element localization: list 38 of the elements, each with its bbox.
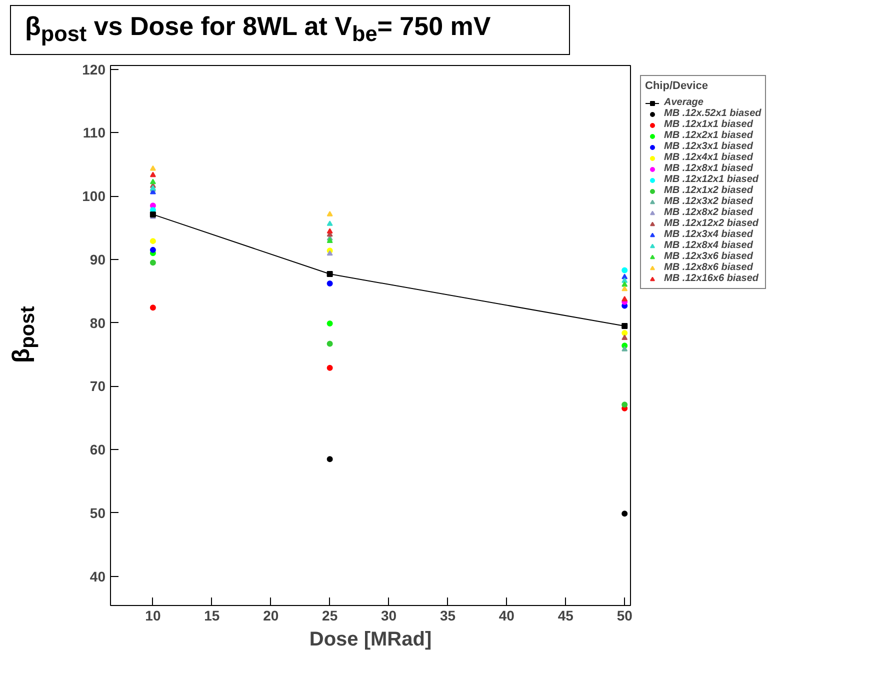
x-tick-label: 20 xyxy=(263,608,279,624)
legend-label: MB .12x1x2 biased xyxy=(664,185,753,196)
y-tick-label: 40 xyxy=(90,568,106,584)
x-tick-label: 45 xyxy=(558,608,574,624)
x-tick-label: 10 xyxy=(145,608,161,624)
legend-label: Average xyxy=(664,97,704,108)
y-tick-label: 50 xyxy=(90,504,106,521)
y-tick-label: 90 xyxy=(90,251,106,268)
legend-label: MB .12x12x2 biased xyxy=(664,218,758,229)
legend-label: MB .12x3x1 biased xyxy=(664,141,753,152)
y-tick-label: 80 xyxy=(90,314,106,331)
y-tick-label: 70 xyxy=(90,378,106,394)
x-tick-label: 25 xyxy=(322,608,338,624)
y-tick-label: 60 xyxy=(90,442,106,458)
x-axis-title: Dose [MRad] xyxy=(309,628,432,650)
y-tick-label: 110 xyxy=(82,124,106,141)
legend-label: MB .12x1x1 biased xyxy=(664,119,753,130)
legend-label: MB .12x3x4 biased xyxy=(664,229,753,240)
x-tick-label: 15 xyxy=(204,608,220,624)
x-tick-label: 40 xyxy=(498,608,515,624)
legend-label: MB .12x3x6 biased xyxy=(664,251,753,262)
x-tick-label: 35 xyxy=(440,608,456,624)
legend-label: MB .12x4x1 biased xyxy=(664,152,753,163)
legend-label: MB .12x2x1 biased xyxy=(664,130,753,141)
legend-title: Chip/Device xyxy=(645,80,709,92)
y-tick-label: 120 xyxy=(82,61,106,78)
legend-label: MB .12x8x1 biased xyxy=(664,163,753,174)
legend-label: MB .12x12x1 biased xyxy=(664,174,758,185)
y-tick-label: 100 xyxy=(82,188,106,204)
legend-label: MB .12x.52x1 biased xyxy=(664,108,762,119)
legend-label: MB .12x8x4 biased xyxy=(664,240,753,251)
legend-label: MB .12x8x2 biased xyxy=(664,207,753,218)
x-tick-label: 50 xyxy=(616,608,633,624)
chart-title: β$_{post}$ vs Dose for 8WL at V$_{be}$= 750 mV xyxy=(25,10,491,48)
legend-label: MB .12x3x2 biased xyxy=(664,196,753,207)
legend-label: MB .12x16x6 biased xyxy=(664,273,758,284)
legend-label: MB .12x8x6 biased xyxy=(664,262,753,273)
x-tick-label: 30 xyxy=(380,608,397,624)
